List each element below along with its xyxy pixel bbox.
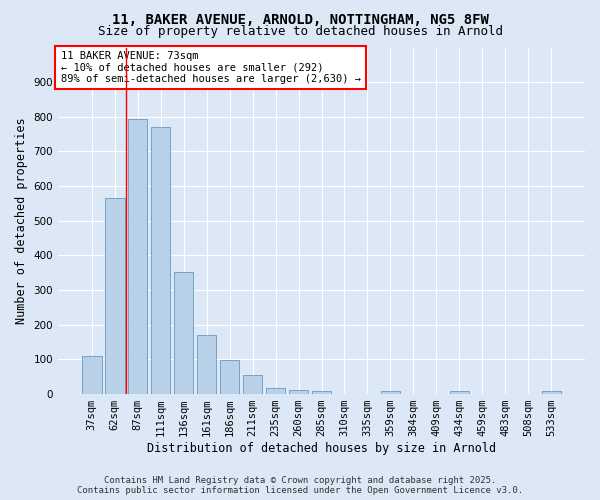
Bar <box>243 375 262 394</box>
Bar <box>220 360 239 394</box>
Bar <box>197 335 217 394</box>
Bar <box>542 392 561 394</box>
Bar <box>380 392 400 394</box>
Bar <box>151 127 170 394</box>
Bar <box>82 356 101 394</box>
Bar <box>289 390 308 394</box>
Text: Size of property relative to detached houses in Arnold: Size of property relative to detached ho… <box>97 25 503 38</box>
Y-axis label: Number of detached properties: Number of detached properties <box>15 118 28 324</box>
Bar <box>266 388 286 394</box>
Text: Contains HM Land Registry data © Crown copyright and database right 2025.
Contai: Contains HM Land Registry data © Crown c… <box>77 476 523 495</box>
Text: 11, BAKER AVENUE, ARNOLD, NOTTINGHAM, NG5 8FW: 11, BAKER AVENUE, ARNOLD, NOTTINGHAM, NG… <box>112 12 488 26</box>
Bar <box>128 119 148 394</box>
Text: 11 BAKER AVENUE: 73sqm
← 10% of detached houses are smaller (292)
89% of semi-de: 11 BAKER AVENUE: 73sqm ← 10% of detached… <box>61 51 361 84</box>
Bar <box>105 198 125 394</box>
Bar <box>174 272 193 394</box>
X-axis label: Distribution of detached houses by size in Arnold: Distribution of detached houses by size … <box>147 442 496 455</box>
Bar <box>449 390 469 394</box>
Bar <box>312 390 331 394</box>
